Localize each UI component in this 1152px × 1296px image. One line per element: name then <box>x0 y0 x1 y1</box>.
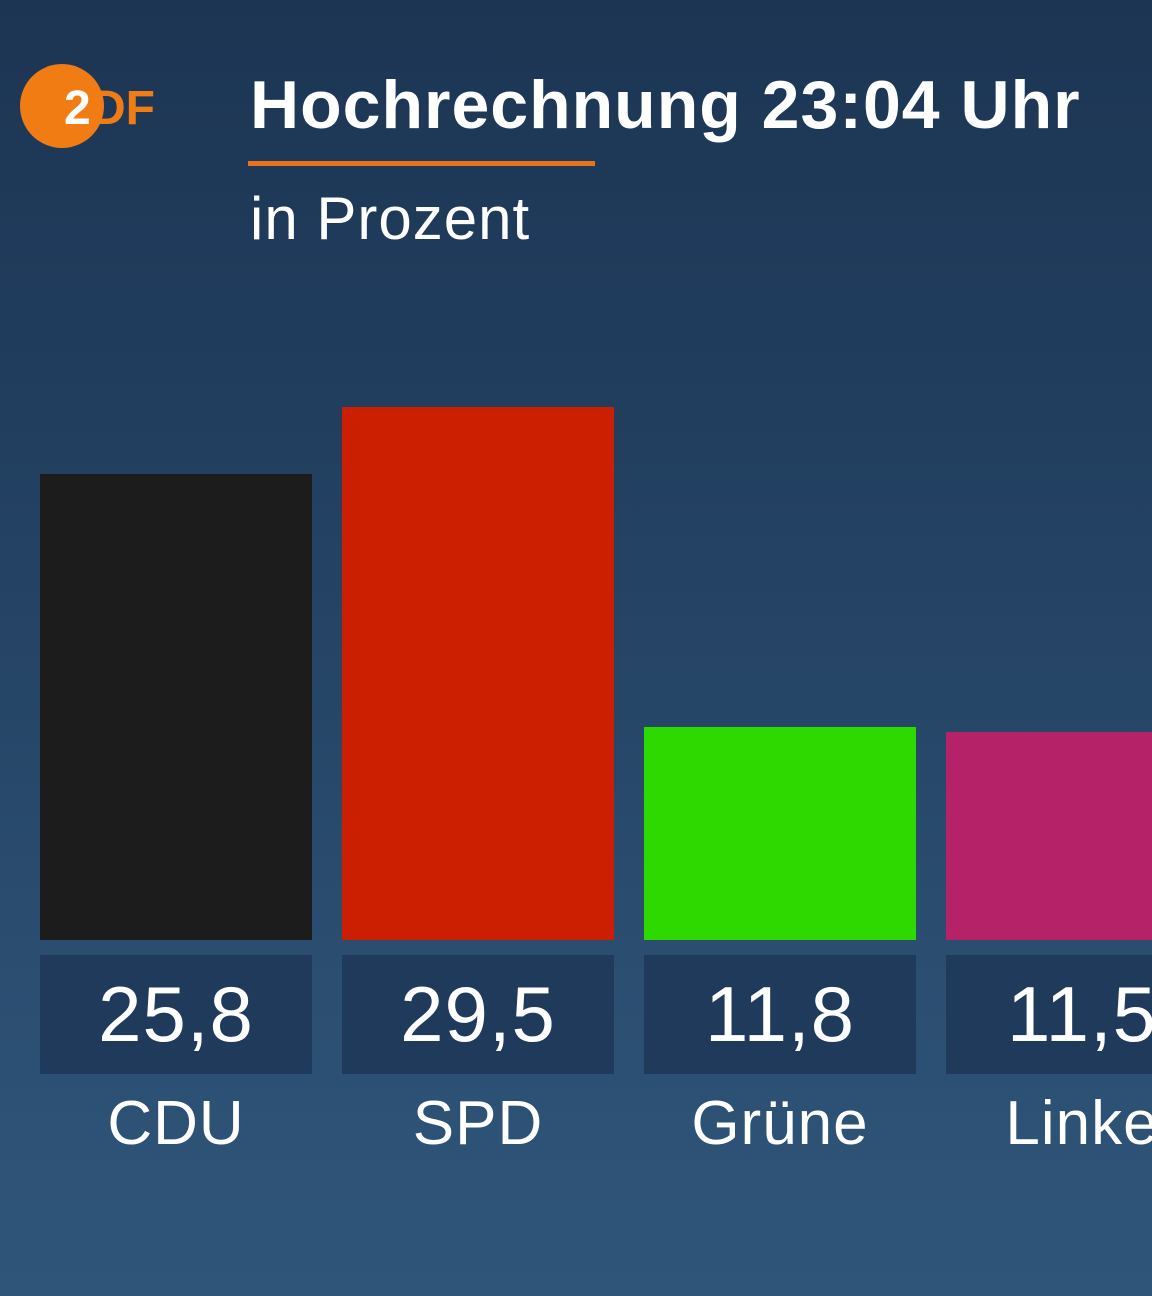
bar-cdu <box>40 474 312 940</box>
svg-text:2: 2 <box>64 82 91 135</box>
value-label: 29,5 <box>400 970 556 1058</box>
bar-column-grüne: 11,8 Grüne <box>644 0 916 1296</box>
bar-column-linke: 11,5 Linke <box>946 0 1152 1296</box>
chart-subtitle: in Prozent <box>250 185 531 252</box>
zdf-logo: 2 DF <box>18 64 178 152</box>
bar-grüne <box>644 727 916 940</box>
bar-spd <box>342 407 614 940</box>
bar-column-cdu: 25,8 CDU <box>40 0 312 1296</box>
value-box: 25,8 <box>40 955 312 1074</box>
value-label: 25,8 <box>98 970 254 1058</box>
bar-column-spd: 29,5 SPD <box>342 0 614 1296</box>
category-label: Linke <box>1005 1089 1152 1158</box>
bar-linke <box>946 732 1152 940</box>
category-label: SPD <box>412 1089 544 1158</box>
svg-text:DF: DF <box>91 82 155 135</box>
title-underline <box>248 161 595 166</box>
chart-title: Hochrechnung 23:04 Uhr <box>250 67 1081 143</box>
category-label: CDU <box>107 1089 245 1158</box>
value-label: 11,5 <box>1006 970 1152 1058</box>
category-label: Grüne <box>691 1089 869 1158</box>
value-label: 11,8 <box>704 970 856 1058</box>
value-box: 11,8 <box>644 955 916 1074</box>
value-box: 29,5 <box>342 955 614 1074</box>
value-box: 11,5 <box>946 955 1152 1074</box>
